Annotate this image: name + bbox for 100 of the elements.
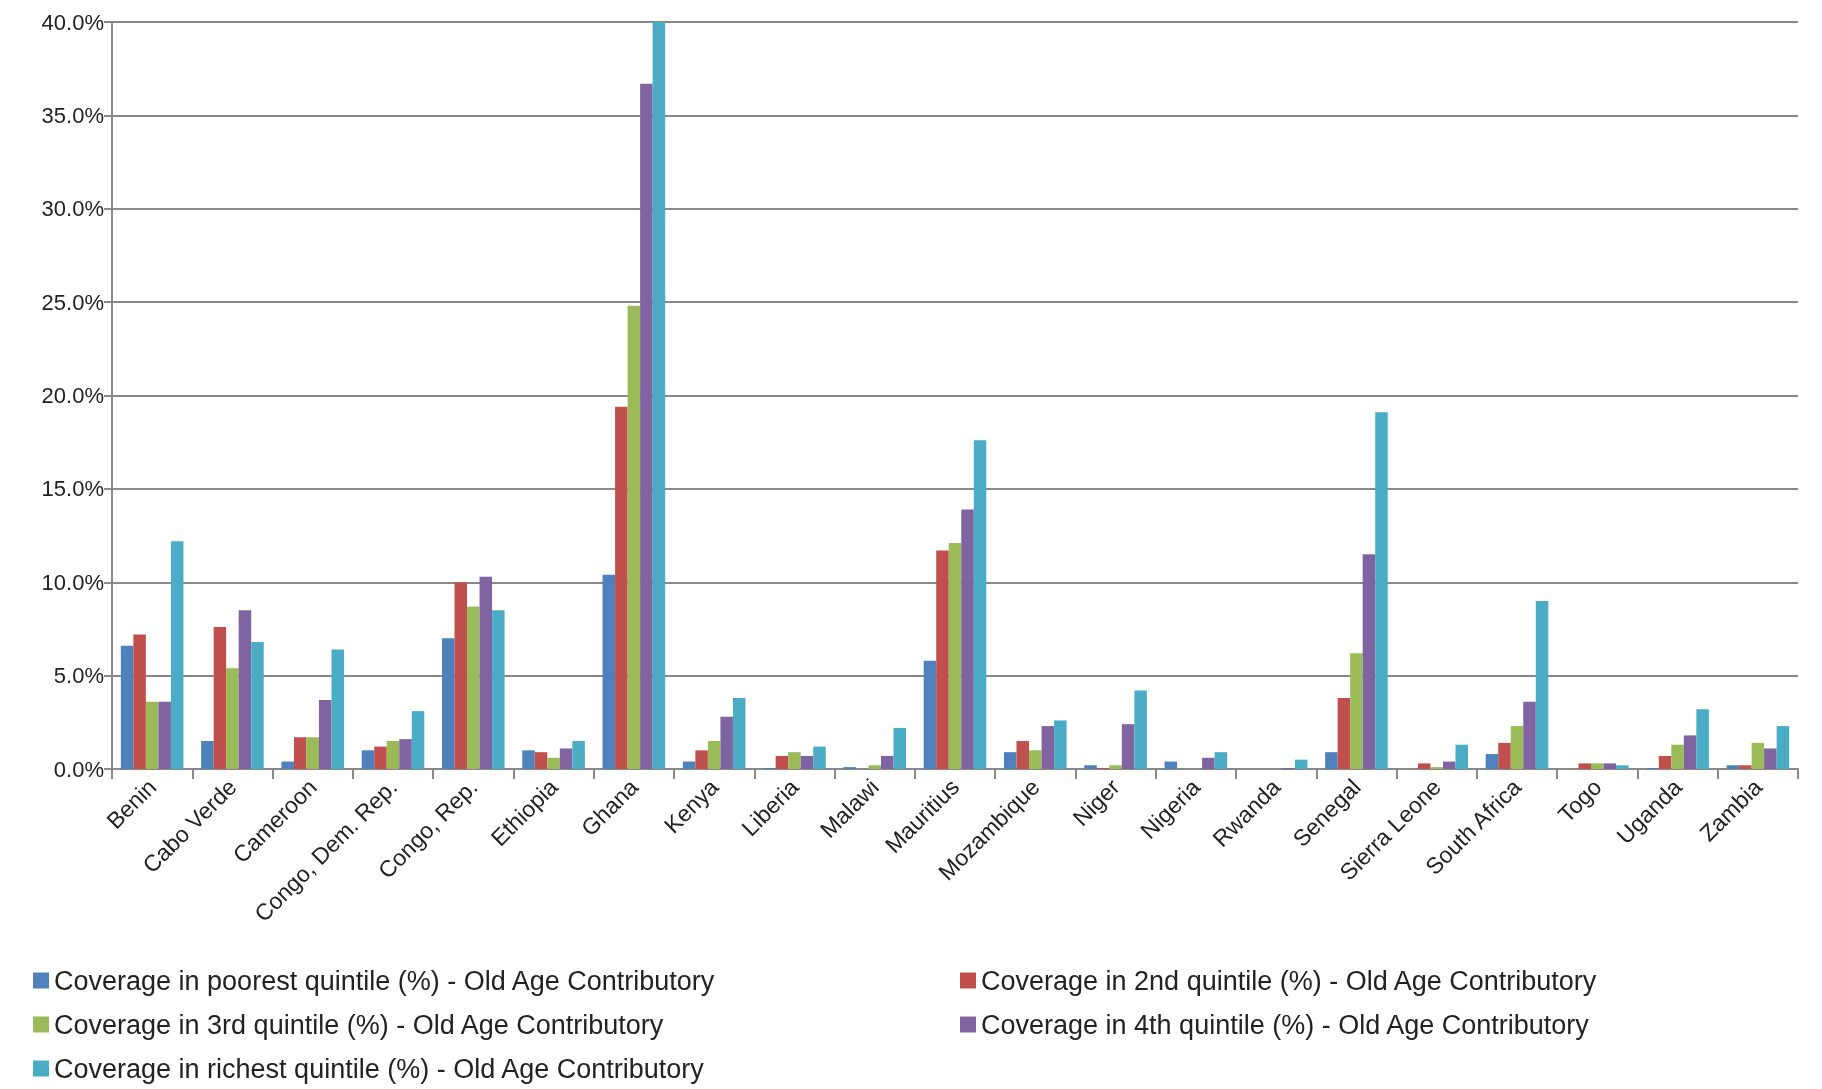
bar: [1726, 765, 1740, 769]
bar: [1337, 698, 1351, 769]
bar: [788, 752, 801, 769]
legend-label: Coverage in poorest quintile (%) - Old Age Contributory: [54, 965, 715, 996]
bar: [640, 83, 653, 769]
bar: [318, 699, 332, 769]
bar: [973, 440, 987, 769]
y-tick-label: 40.0%: [41, 9, 104, 35]
bar: [707, 740, 721, 769]
bar: [158, 701, 171, 769]
bar: [572, 740, 585, 769]
bar: [1510, 726, 1524, 769]
bar: [1362, 554, 1376, 769]
bar: [120, 645, 134, 769]
bar: [1455, 744, 1469, 769]
bar: [1214, 752, 1228, 769]
legend-label: Coverage in 4th quintile (%) - Old Age Contributory: [981, 1009, 1590, 1040]
bar: [1375, 412, 1388, 769]
y-tick-label: 0.0%: [53, 756, 104, 782]
bar: [361, 750, 375, 769]
bar: [1054, 720, 1067, 769]
y-tick-label: 10.0%: [41, 569, 104, 595]
bar: [399, 739, 412, 769]
bar: [1591, 763, 1604, 769]
bar: [1751, 742, 1765, 769]
bar: [522, 750, 535, 769]
bar: [868, 765, 881, 769]
bar: [1003, 752, 1017, 769]
bar: [1041, 726, 1055, 769]
bar: [331, 649, 345, 769]
legend-label: Coverage in 3rd quintile (%) - Old Age Contributory: [54, 1009, 664, 1040]
bar: [1616, 765, 1629, 769]
bar: [1683, 735, 1697, 769]
x-tick-label: Togo: [1552, 773, 1607, 828]
bar: [1084, 765, 1097, 769]
bar: [170, 541, 184, 769]
bar: [1417, 763, 1431, 769]
bar: [936, 550, 949, 769]
bar: [1029, 750, 1042, 769]
bar: [1671, 744, 1684, 769]
bar: [293, 737, 307, 769]
bar: [454, 582, 468, 769]
y-tick-label: 20.0%: [41, 383, 104, 408]
bar: [1325, 752, 1338, 769]
bar: [213, 627, 227, 769]
bar: [479, 576, 493, 769]
y-tick-label: 5.0%: [53, 663, 104, 689]
bar: [145, 701, 159, 769]
bar: [800, 755, 814, 769]
bar: [1739, 765, 1752, 769]
bar: [695, 750, 708, 769]
bar: [1776, 726, 1790, 769]
bar: [1578, 763, 1592, 769]
bar: [1442, 761, 1456, 769]
bar: [1696, 709, 1709, 769]
bar: [893, 727, 907, 769]
bar: [1764, 748, 1777, 769]
bar: [923, 660, 937, 769]
bar: [1350, 653, 1363, 769]
bar: [1485, 754, 1499, 769]
bar: [1121, 724, 1135, 769]
bar: [1523, 701, 1536, 769]
legend-label: Coverage in 2nd quintile (%) - Old Age Contributory: [981, 965, 1597, 996]
bar: [1134, 690, 1147, 769]
bar: [627, 305, 641, 769]
bar: [1535, 600, 1549, 769]
bar: [1603, 763, 1617, 769]
bar: [652, 22, 666, 769]
bar: [411, 711, 425, 769]
bar: [441, 638, 455, 769]
y-tick-label: 15.0%: [41, 476, 104, 502]
bar: [602, 574, 616, 769]
y-tick-label: 25.0%: [41, 289, 104, 315]
bar: [306, 737, 319, 769]
bar: [467, 606, 480, 769]
bar: [1658, 755, 1672, 769]
bar: [1016, 740, 1030, 769]
bar: [238, 610, 252, 769]
bar: [1294, 759, 1308, 769]
y-tick-label: 30.0%: [41, 196, 104, 222]
bar: [281, 761, 294, 769]
bar: [720, 716, 733, 769]
bar: [1202, 757, 1215, 769]
bar: [1498, 742, 1511, 769]
bar: [386, 740, 400, 769]
bar: [133, 634, 146, 769]
bar: [534, 752, 548, 769]
bar: [813, 746, 826, 769]
bar: [948, 543, 962, 769]
bar: [775, 755, 789, 769]
bar: [559, 748, 573, 769]
bar: [615, 406, 628, 769]
y-tick-label: 35.0%: [41, 102, 104, 128]
bar: [201, 740, 214, 769]
bar: [1109, 765, 1122, 769]
bar: [226, 668, 239, 769]
legend-label: Coverage in richest quintile (%) - Old Age Contributory: [54, 1053, 705, 1084]
bar: [492, 610, 505, 769]
bar: [880, 755, 894, 769]
bar: [547, 757, 560, 769]
